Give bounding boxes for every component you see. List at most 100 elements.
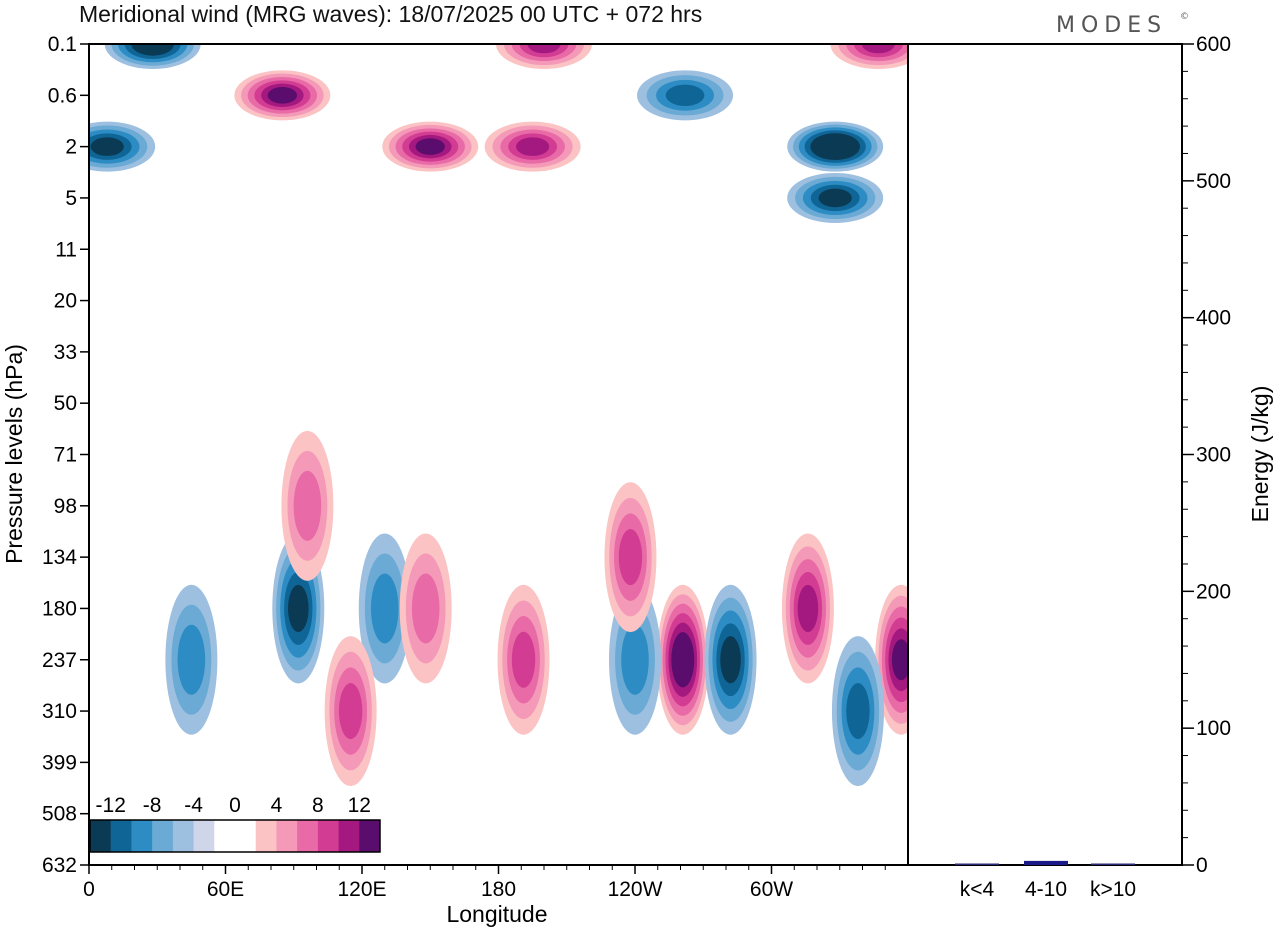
- y-tick-label: 632: [42, 854, 77, 877]
- contour-band: [267, 87, 298, 104]
- wind-cell: [399, 533, 452, 684]
- contour-band: [516, 137, 550, 156]
- chart-title: Meridional wind (MRG waves): 18/07/2025 …: [79, 1, 702, 27]
- contour-band: [821, 139, 849, 155]
- contour-band: [797, 584, 819, 633]
- colorbar-swatch: [90, 820, 112, 852]
- colorbar-label: 8: [312, 794, 324, 817]
- y-tick-label: 11: [55, 238, 77, 261]
- contour-band: [846, 683, 870, 740]
- colorbar-swatch: [276, 820, 298, 852]
- colorbar-swatch: [338, 820, 360, 852]
- y-tick-label: 98: [54, 495, 77, 518]
- colorbar-label: 0: [229, 794, 241, 817]
- contour-band: [665, 84, 705, 107]
- wind-cell: [358, 533, 411, 684]
- y-tick-label: 0.1: [48, 33, 77, 56]
- wind-cell: [382, 121, 479, 172]
- energy-tick-label: 0: [1196, 854, 1208, 877]
- energy-bar: [1091, 863, 1135, 865]
- y-tick-label: 237: [42, 649, 77, 672]
- energy-bar: [955, 863, 999, 865]
- wind-cell: [89, 121, 156, 172]
- heatmap-frame: [88, 43, 909, 866]
- colorbar-swatch: [297, 820, 319, 852]
- contour-band: [415, 138, 445, 155]
- wind-cell: [637, 70, 734, 121]
- y-tick-label: 2: [65, 136, 77, 159]
- wind-cell: [831, 636, 884, 787]
- contour-band: [138, 44, 168, 53]
- energy-axis: 0 100 200 300 400 500 600: [1182, 33, 1231, 877]
- energy-tick-label: 300: [1196, 444, 1231, 467]
- pressure-axis: 0.1 0.6 2 5 11 20 33 50 71 98 134 180 237 310 399 508 63…: [42, 33, 89, 877]
- colorbar-swatch: [152, 820, 174, 852]
- energy-category-label: 4-10: [1025, 878, 1067, 901]
- colorbar-swatch: [255, 820, 277, 852]
- wind-cell: [165, 584, 218, 735]
- energy-tick-label: 500: [1196, 170, 1231, 193]
- y-tick-label: 71: [54, 444, 77, 467]
- energy-panel-frame: [907, 43, 1183, 866]
- colorbar-swatch: [131, 820, 153, 852]
- energy-tick-label: 600: [1196, 33, 1231, 56]
- contour-band: [891, 639, 908, 681]
- contour-band: [370, 573, 399, 644]
- wind-cell: [497, 584, 550, 735]
- energy-axis-label: Energy (J/kg): [1247, 386, 1273, 523]
- y-tick-label: 50: [54, 392, 77, 415]
- wind-cell: [656, 584, 709, 735]
- contour-band: [293, 470, 322, 541]
- wind-cell: [830, 44, 908, 69]
- y-tick-label: 508: [42, 803, 77, 826]
- colorbar-swatch: [110, 820, 132, 852]
- longitude-axis: 0 60E 120E 180 120W 60W: [83, 865, 886, 901]
- y-axis-label: Pressure levels (hPa): [1, 344, 27, 564]
- wind-contour-field: [89, 44, 908, 787]
- x-tick-label: 60E: [207, 878, 244, 901]
- colorbar-swatch: [172, 820, 195, 852]
- wind-cell: [604, 482, 657, 633]
- wind-cell: [787, 172, 884, 223]
- contour-band: [90, 137, 124, 156]
- colorbar-swatch: [317, 820, 340, 852]
- x-tick-label: 180: [481, 878, 516, 901]
- x-tick-label: 120W: [608, 878, 663, 901]
- contour-band: [338, 683, 363, 740]
- colorbar-label: 4: [271, 794, 283, 817]
- y-tick-label: 0.6: [48, 84, 77, 107]
- contour-band: [527, 44, 561, 54]
- x-tick-label: 0: [83, 878, 95, 901]
- x-tick-label: 120E: [337, 878, 386, 901]
- contour-band: [411, 573, 440, 644]
- colorbar-swatch: [235, 820, 257, 852]
- contour-band: [720, 636, 741, 684]
- wind-cell: [234, 70, 331, 121]
- y-tick-label: 399: [42, 751, 77, 774]
- wind-cell: [281, 430, 334, 581]
- contour-band: [618, 529, 643, 586]
- brand-registered-mark: ©: [1180, 12, 1189, 22]
- wind-cell: [324, 636, 377, 787]
- contour-band: [674, 641, 692, 678]
- y-tick-label: 33: [54, 341, 77, 364]
- energy-bar: [1024, 860, 1068, 865]
- energy-tick-label: 200: [1196, 580, 1231, 603]
- colorbar-swatch: [193, 820, 215, 852]
- contour-band: [621, 624, 649, 695]
- wind-cell: [496, 44, 592, 69]
- y-tick-label: 134: [42, 546, 77, 569]
- y-tick-label: 20: [54, 290, 77, 313]
- x-axis-label: Longitude: [446, 901, 547, 927]
- colorbar-label: -4: [184, 794, 203, 817]
- contour-band: [861, 44, 896, 54]
- brand-logo: MODES: [1056, 13, 1167, 38]
- wind-cell: [484, 121, 581, 172]
- energy-bars: k<4 4-10 k>10: [955, 860, 1136, 901]
- wind-cell: [704, 584, 757, 735]
- colorbar-label: -8: [143, 794, 162, 817]
- energy-tick-label: 400: [1196, 307, 1231, 330]
- wind-cell: [781, 533, 834, 684]
- wind-cell: [787, 121, 884, 172]
